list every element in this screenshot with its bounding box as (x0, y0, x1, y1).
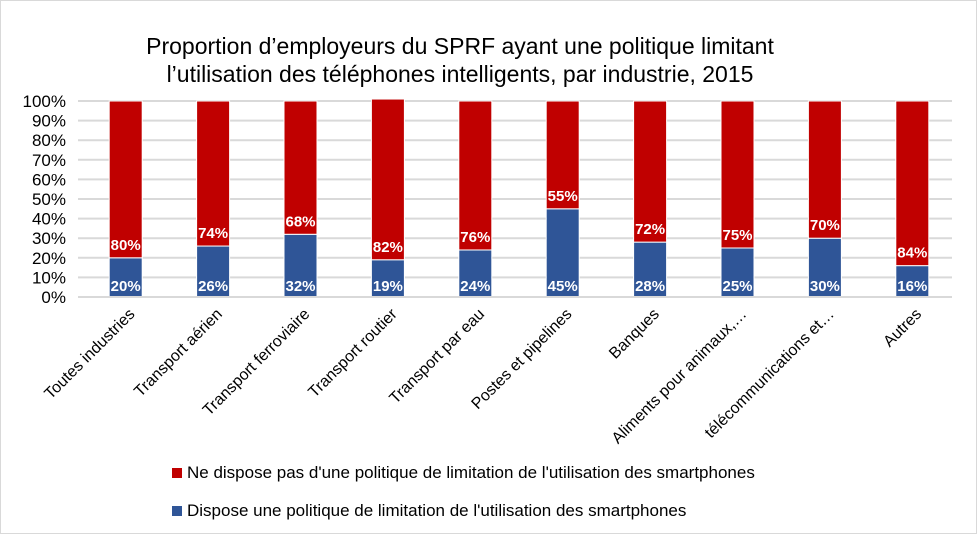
data-label: 20% (111, 278, 141, 295)
bar-segment-no-policy (895, 100, 930, 267)
chart-title-line-1: Proportion d’employeurs du SPRF ayant un… (146, 33, 774, 59)
data-label: 24% (460, 278, 490, 295)
data-label: 75% (722, 227, 752, 244)
legend-item-no-policy: Ne dispose pas d'une politique de limita… (172, 462, 755, 484)
legend-label-policy: Dispose une politique de limitation de l… (187, 501, 687, 520)
data-label: 72% (635, 221, 665, 238)
legend: Ne dispose pas d'une politique de limita… (172, 462, 755, 538)
x-tick-label: Transport routier (306, 305, 402, 401)
legend-swatch-policy (172, 506, 182, 516)
data-label: 80% (111, 237, 141, 254)
bar-segment-no-policy (196, 100, 231, 247)
data-label: 19% (373, 278, 403, 295)
chart-title: Proportion d’employeurs du SPRF ayant un… (0, 32, 920, 88)
bar-segment-policy (458, 249, 493, 298)
bar-segment-policy (807, 237, 842, 298)
x-tick-label: Transport par eau (387, 306, 489, 408)
data-label: 76% (460, 229, 490, 246)
legend-label-no-policy: Ne dispose pas d'une politique de limita… (187, 463, 755, 482)
data-label: 70% (810, 217, 840, 234)
chart-title-line-2: l’utilisation des téléphones intelligent… (166, 61, 754, 87)
data-label: 84% (897, 245, 927, 262)
bar-segment-no-policy (108, 100, 143, 259)
bar-segment-policy (720, 247, 755, 298)
bar-segment-no-policy (633, 100, 668, 243)
data-label: 28% (635, 278, 665, 295)
bar-segment-no-policy (370, 98, 405, 261)
y-tick-label: 50% (32, 190, 66, 209)
y-tick-label: 40% (32, 210, 66, 229)
x-tick-label: Toutes industries (42, 306, 139, 403)
data-label: 26% (198, 278, 228, 295)
data-label: 30% (810, 278, 840, 295)
x-tick-label: Postes et pipelines (469, 306, 576, 413)
y-tick-label: 80% (32, 131, 66, 150)
bar-segment-policy (545, 208, 580, 298)
bar-segment-policy (108, 257, 143, 298)
data-label: 68% (285, 213, 315, 230)
data-label: 74% (198, 225, 228, 242)
x-tick-label: Banques (606, 306, 663, 363)
bar-segment-no-policy (545, 100, 580, 210)
data-label: 45% (548, 278, 578, 295)
y-tick-label: 70% (32, 151, 66, 170)
data-label: 16% (897, 278, 927, 295)
bar-segment-policy (196, 245, 231, 298)
y-tick-label: 10% (32, 268, 66, 287)
y-tick-label: 0% (41, 288, 66, 307)
y-tick-label: 30% (32, 229, 66, 248)
data-label: 82% (373, 239, 403, 256)
x-tick-label: Autres (880, 306, 925, 351)
bar-segment-no-policy (458, 100, 493, 251)
bar-segment-no-policy (807, 100, 842, 239)
y-tick-label: 20% (32, 249, 66, 268)
bar-segment-policy (283, 233, 318, 298)
data-label: 32% (285, 278, 315, 295)
y-tick-label: 90% (32, 112, 66, 131)
x-tick-label: Transport aérien (131, 306, 226, 401)
y-tick-label: 100% (23, 92, 66, 111)
legend-item-policy: Dispose une politique de limitation de l… (172, 500, 755, 522)
bar-segment-no-policy (720, 100, 755, 249)
bar-segment-no-policy (283, 100, 318, 235)
legend-swatch-no-policy (172, 468, 182, 478)
data-label: 55% (548, 188, 578, 205)
data-label: 25% (722, 278, 752, 295)
y-tick-label: 60% (32, 170, 66, 189)
